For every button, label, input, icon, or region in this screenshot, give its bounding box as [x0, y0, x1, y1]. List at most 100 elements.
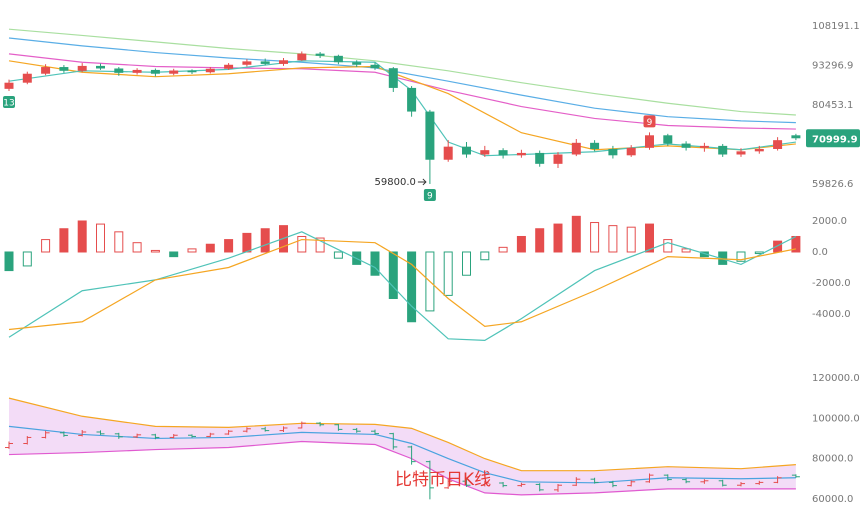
candle-body: [96, 65, 105, 69]
candle-body: [22, 73, 32, 83]
macd-bar: [443, 251, 453, 296]
candle-body: [754, 148, 764, 152]
candle-body: [114, 68, 124, 73]
candle-body: [77, 65, 87, 71]
candle-body: [699, 145, 709, 148]
marker-label: 13: [3, 99, 14, 109]
macd-bar: [297, 235, 307, 253]
y-tick-label: 2000.0: [812, 216, 847, 227]
candle-body: [462, 146, 471, 155]
line: [8, 53, 796, 130]
marker-box: [643, 115, 656, 128]
marker-label: 9: [427, 191, 433, 201]
macd-bar: [150, 249, 160, 253]
y-tick-label: 60000.0: [812, 494, 853, 505]
candle-body: [590, 142, 600, 149]
chart-title: 比特币日K线: [395, 470, 491, 490]
y-tick-label: 100000.0: [812, 413, 860, 424]
macd-bar: [370, 251, 380, 276]
candle-body: [370, 64, 380, 69]
macd-bar: [645, 223, 654, 253]
price-badge: [806, 129, 860, 148]
candle-body: [736, 151, 746, 155]
candle-body: [187, 70, 197, 73]
line: [8, 238, 797, 331]
macd-bar: [462, 251, 471, 276]
y-tick-label: -2000.0: [812, 278, 851, 289]
macd-bar: [516, 235, 526, 253]
y-tick-label: -4000.0: [812, 309, 851, 320]
macd-bar: [41, 239, 51, 253]
candle-body: [516, 152, 526, 156]
candle-body: [773, 140, 783, 149]
line: [8, 37, 796, 124]
candle-body: [608, 148, 618, 156]
macd-bar: [187, 248, 197, 253]
candle-body: [132, 69, 142, 73]
candle-body: [425, 111, 435, 160]
line: [8, 60, 796, 151]
y-tick-label: 80000.0: [812, 454, 853, 465]
y-tick-label: 108191.1: [812, 21, 860, 32]
macd-bar: [205, 243, 215, 253]
candle-body: [498, 150, 508, 156]
candle-body: [443, 146, 453, 160]
candle-body: [626, 147, 636, 156]
macd-bar: [407, 251, 417, 323]
macd-bar: [22, 251, 32, 267]
macd-bar: [169, 251, 179, 258]
macd-bar: [132, 242, 142, 253]
candle-body: [150, 69, 160, 74]
macd-bar: [242, 232, 252, 253]
candle-body: [791, 135, 801, 139]
y-tick-label: 80453.1: [812, 100, 853, 111]
macd-bar: [4, 251, 14, 272]
candle-body: [535, 152, 545, 164]
line: [8, 28, 796, 116]
macd-bar: [388, 251, 398, 299]
y-tick-label: 59826.6: [812, 179, 853, 190]
line: [8, 397, 796, 472]
macd-bar: [96, 223, 105, 253]
candle-body: [260, 61, 270, 64]
candle-body: [388, 68, 398, 88]
low-arrow: [417, 178, 427, 186]
macd-bar: [535, 228, 545, 253]
candle-body: [315, 53, 325, 56]
macd-bar: [315, 237, 325, 253]
macd-bar: [114, 231, 124, 253]
candle-body: [279, 60, 288, 64]
candle-body: [4, 82, 14, 89]
candle-body: [571, 142, 581, 155]
macd-bar: [571, 215, 581, 253]
candle-body: [645, 135, 654, 148]
macd-bar: [498, 246, 508, 253]
candle-body: [224, 64, 234, 69]
low-label: 59800.0: [375, 177, 416, 188]
marker-label: 9: [647, 118, 653, 128]
price-badge-label: 70999.9: [812, 134, 858, 145]
macd-bar: [260, 228, 270, 253]
candle-body: [205, 68, 215, 73]
y-tick-label: 93296.9: [812, 61, 853, 72]
candle-body: [352, 62, 362, 65]
line: [8, 231, 797, 341]
candle-body: [169, 70, 179, 74]
macd-bar: [333, 251, 343, 259]
macd-bar: [224, 239, 234, 253]
candle-body: [553, 154, 563, 164]
candle-body: [59, 67, 69, 71]
candle-body: [480, 150, 490, 155]
macd-bar: [608, 225, 618, 253]
macd-bar: [480, 251, 490, 261]
y-tick-label: 0.0: [812, 247, 828, 258]
marker-box: [423, 188, 436, 201]
macd-bar: [590, 222, 600, 253]
candle-body: [297, 53, 307, 61]
line: [8, 425, 796, 484]
y-tick-label: 120000.0: [812, 373, 860, 384]
macd-bar: [77, 220, 87, 253]
candle-body: [681, 143, 691, 148]
